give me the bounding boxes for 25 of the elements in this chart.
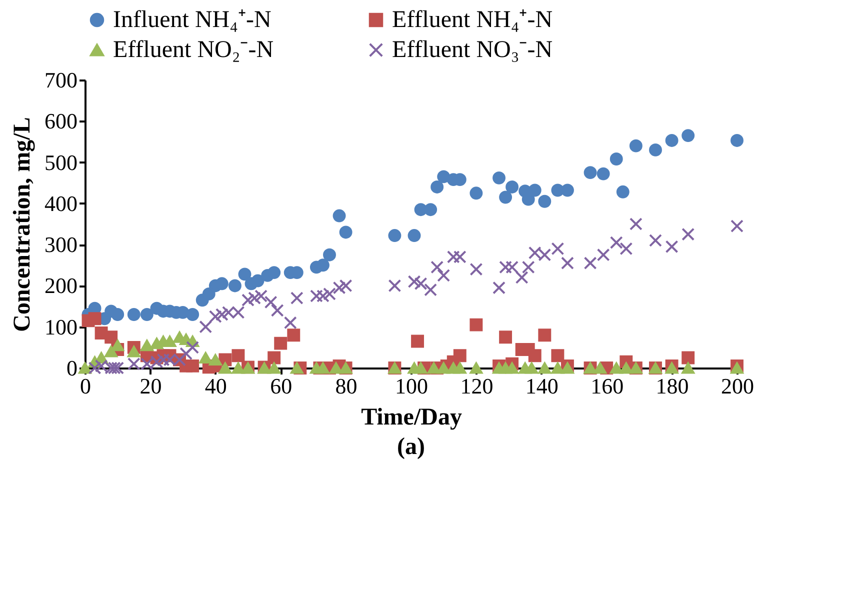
y-tick-label: 200 <box>44 273 78 298</box>
x-tick-label: 160 <box>590 374 624 398</box>
x-tick-label: 140 <box>525 374 558 398</box>
legend-label: Influent NH₄⁺-N <box>113 7 272 33</box>
x-tick-label: 180 <box>656 374 689 398</box>
x-tick-label: 20 <box>140 374 162 398</box>
y-axis-title: Concentration, mg/L <box>10 117 36 332</box>
text: (a) <box>397 434 425 460</box>
x-tick-label: 80 <box>335 374 358 398</box>
y-tick-label: 100 <box>44 314 78 340</box>
y-tick-label: 400 <box>44 190 78 216</box>
x-axis-title: Time/Day <box>361 404 462 430</box>
y-tick-label: 600 <box>44 108 78 134</box>
legend-label: Effluent NH₄⁺-N <box>392 7 553 33</box>
x-tick-label: 200 <box>721 374 754 398</box>
x-tick-label: 120 <box>460 374 494 398</box>
y-tick-label: 300 <box>44 232 78 258</box>
y-tick-label: 0 <box>66 356 78 380</box>
x-tick-label: 60 <box>270 374 292 398</box>
y-tick-label: 700 <box>44 68 78 92</box>
legend-label: Effluent NO₂⁻-N <box>113 37 274 63</box>
y-tick-label: 500 <box>44 150 78 175</box>
legend-label: Effluent NO₃⁻-N <box>392 37 553 63</box>
x-tick-label: 100 <box>395 374 428 398</box>
x-tick-label: 40 <box>204 374 227 398</box>
